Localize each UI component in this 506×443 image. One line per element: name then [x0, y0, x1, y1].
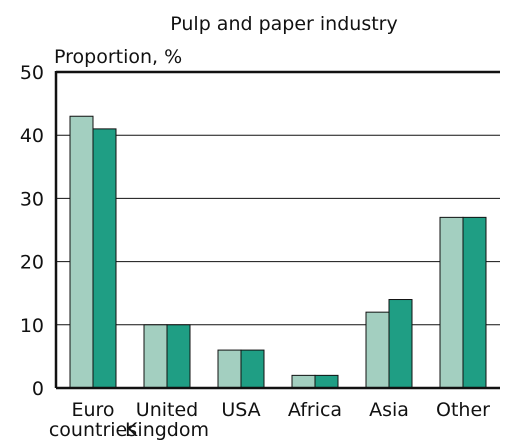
- y-tick-label: 50: [20, 62, 44, 84]
- axes: [54, 71, 500, 390]
- x-tick-label: USA: [221, 399, 260, 421]
- y-tick-labels: 0 10 20 30 40 50: [20, 62, 44, 400]
- y-tick-label: 20: [20, 252, 44, 274]
- bar: [439, 216, 464, 389]
- bar: [166, 324, 191, 389]
- bar: [291, 374, 316, 389]
- bar: [388, 299, 413, 389]
- x-tick-label: Africa: [288, 399, 342, 421]
- chart-title: Pulp and paper industry: [170, 13, 397, 35]
- bars: [69, 115, 487, 389]
- y-tick-label: 10: [20, 315, 44, 337]
- bar: [462, 216, 487, 389]
- bar: [314, 374, 339, 389]
- x-tick-label: Euro countries: [49, 399, 137, 441]
- x-tick-label: Other: [436, 399, 490, 421]
- gridlines: [56, 70, 500, 326]
- bar: [69, 115, 94, 389]
- bar: [217, 349, 242, 389]
- x-tick-label: United Kingdom: [125, 399, 209, 441]
- y-tick-label: 0: [32, 378, 44, 400]
- bar: [92, 128, 117, 389]
- x-tick-label: Asia: [369, 399, 409, 421]
- bar: [365, 311, 390, 389]
- bar: [143, 324, 168, 389]
- y-tick-label: 40: [20, 125, 44, 147]
- y-axis-label: Proportion, %: [54, 46, 182, 68]
- bar: [240, 349, 265, 389]
- y-tick-label: 30: [20, 188, 44, 210]
